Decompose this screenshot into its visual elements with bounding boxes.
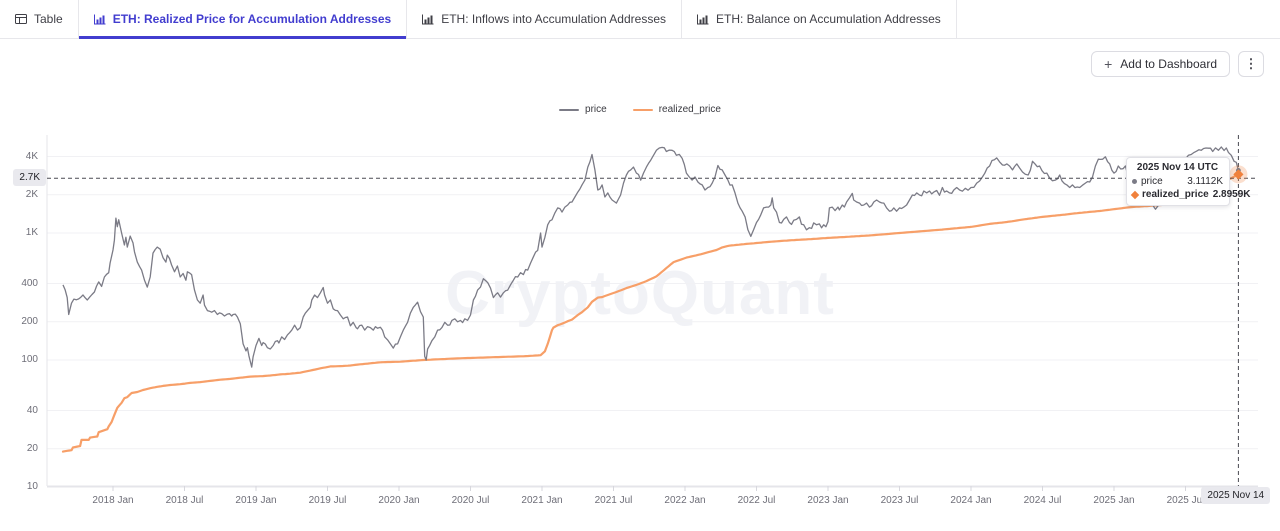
x-tick-label: 2020 Jul xyxy=(451,495,490,506)
toolbar: + Add to Dashboard ⋮ xyxy=(1091,51,1264,77)
x-tick-label: 2021 Jan xyxy=(521,495,563,506)
x-tick-label: 2019 Jul xyxy=(308,495,347,506)
x-tick-label: 2025 Jan xyxy=(1093,495,1135,506)
watermark: CryptoQuant xyxy=(445,259,835,328)
crosshair-x-label: 2025 Nov 14 xyxy=(1201,487,1271,504)
y-tick-label: 1K xyxy=(25,227,38,238)
realized-price-diamond-icon xyxy=(1130,190,1140,199)
x-tick-label: 2021 Jul xyxy=(594,495,633,506)
y-tick-label: 100 xyxy=(21,354,38,365)
y-tick-label: 2K xyxy=(25,188,38,200)
tab-bar: Table ETH: Realized Price for Accumulatio… xyxy=(0,0,1280,39)
tooltip-title: 2025 Nov 14 UTC xyxy=(1136,162,1219,173)
add-to-dashboard-button[interactable]: + Add to Dashboard xyxy=(1091,51,1230,77)
chart-tooltip: 2025 Nov 14 UTC price 3.1112K realized_p… xyxy=(1126,157,1251,206)
tab-realized-price[interactable]: ETH: Realized Price for Accumulation Add… xyxy=(77,0,407,39)
y-tick-label: 40 xyxy=(26,404,38,416)
tooltip-row-price: price 3.1112K xyxy=(1132,175,1223,188)
x-tick-label: 2019 Jan xyxy=(235,495,277,506)
x-tick-label: 2024 Jan xyxy=(950,495,992,506)
x-tick-label: 2023 Jan xyxy=(807,495,849,506)
legend-label: realized_price xyxy=(658,104,721,115)
tab-label: ETH: Realized Price for Accumulation Add… xyxy=(112,12,392,26)
tab-inflows[interactable]: ETH: Inflows into Accumulation Addresses xyxy=(406,0,681,38)
x-tick-label: 2018 Jan xyxy=(92,495,134,506)
price-line xyxy=(62,146,1240,368)
tab-table[interactable]: Table xyxy=(0,0,78,38)
legend-swatch xyxy=(559,108,580,111)
price-dot-icon xyxy=(1132,179,1137,184)
legend-label: price xyxy=(585,104,607,115)
legend-item-realized_price[interactable]: realized_price xyxy=(632,104,721,115)
tab-label: Table xyxy=(34,12,63,26)
tooltip-series-value: 3.1112K xyxy=(1187,176,1223,187)
crosshair-y-label: 2.7K xyxy=(13,169,46,187)
y-tick-label: 10 xyxy=(26,481,38,492)
tab-balance[interactable]: ETH: Balance on Accumulation Addresses xyxy=(681,0,957,38)
bar-chart-icon xyxy=(93,13,106,25)
tab-label: ETH: Balance on Accumulation Addresses xyxy=(716,12,941,26)
bar-chart-icon xyxy=(697,13,709,25)
tooltip-series-value: 2.8959K xyxy=(1212,189,1251,200)
x-tick-label: 2022 Jul xyxy=(737,495,776,506)
legend-item-price[interactable]: price xyxy=(559,104,607,115)
y-tick-label: 200 xyxy=(21,315,38,327)
add-to-dashboard-label: Add to Dashboard xyxy=(1120,57,1217,71)
x-tick-label: 2022 Jan xyxy=(664,495,706,506)
tooltip-series-label: price xyxy=(1141,176,1163,187)
x-tick-label: 2024 Jul xyxy=(1023,495,1062,506)
x-tick-label: 2025 Jul xyxy=(1166,495,1205,506)
x-tick-label: 2018 Jul xyxy=(165,495,204,506)
plus-icon: + xyxy=(1104,56,1113,72)
tooltip-series-label: realized_price xyxy=(1142,189,1209,200)
x-tick-label: 2020 Jan xyxy=(378,495,420,506)
tab-label: ETH: Inflows into Accumulation Addresses xyxy=(441,12,666,26)
chart-legend: price realized_price xyxy=(0,104,1280,115)
legend-swatch xyxy=(632,108,653,111)
y-tick-label: 4K xyxy=(25,150,38,162)
x-tick-label: 2023 Jul xyxy=(880,495,919,506)
table-icon xyxy=(15,13,27,25)
kebab-menu-icon: ⋮ xyxy=(1244,56,1258,71)
bar-chart-icon xyxy=(422,13,434,25)
y-tick-label: 400 xyxy=(21,277,38,289)
tooltip-row-realized-price: realized_price 2.8959K xyxy=(1130,188,1251,201)
realized-price-line xyxy=(61,173,1240,453)
kebab-menu-button[interactable]: ⋮ xyxy=(1238,51,1264,77)
y-tick-label: 20 xyxy=(26,442,38,454)
